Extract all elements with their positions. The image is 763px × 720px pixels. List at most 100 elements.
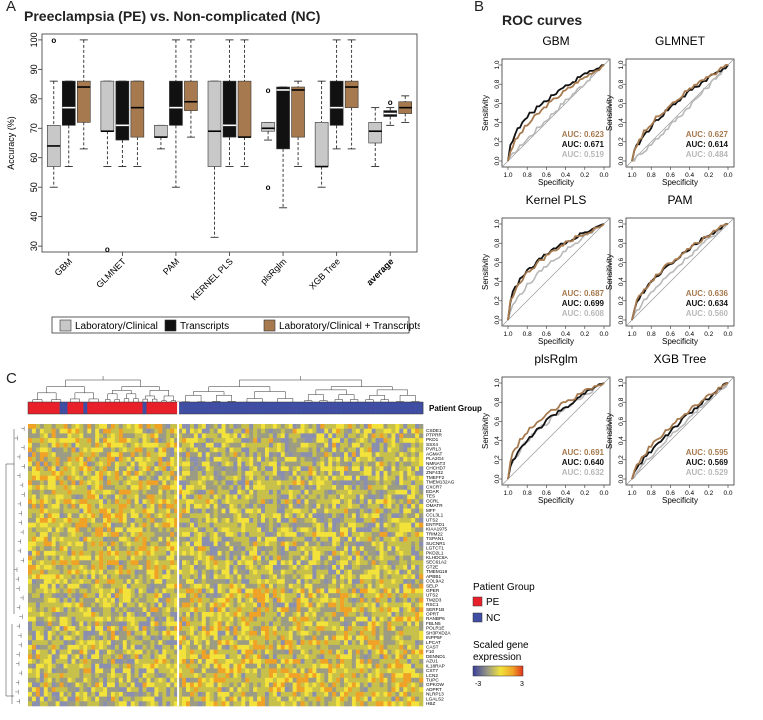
box-laboratory-clinical-transcripts [238, 81, 251, 137]
roc-y-tick-label: 1.0 [618, 378, 625, 387]
roc-x-axis-label: Specificity [538, 337, 574, 346]
box-laboratory-clinical-transcripts [292, 87, 305, 137]
roc-auc-label: AUC: 0.640 [562, 458, 605, 467]
roc-auc-label: AUC: 0.569 [686, 458, 729, 467]
roc-auc-label: AUC: 0.636 [686, 289, 729, 298]
x-tick-label: GBM [53, 256, 75, 278]
roc-auc-label: AUC: 0.614 [686, 140, 729, 149]
roc-title: Kernel PLS [526, 193, 587, 207]
roc-y-tick-label: 0.0 [618, 474, 625, 483]
roc-x-tick-label: 0.0 [723, 490, 732, 497]
roc-auc-label: AUC: 0.627 [686, 130, 729, 139]
box-transcripts [330, 81, 343, 125]
y-tick-label: 100 [29, 32, 39, 47]
x-tick-label: KERNEL PLS [189, 256, 235, 302]
roc-x-tick-label: 0.8 [647, 490, 656, 497]
roc-y-axis-label: Sensitivity [605, 95, 614, 131]
roc-x-tick-label: 0.0 [599, 331, 608, 338]
roc-auc-label: AUC: 0.699 [562, 299, 605, 308]
roc-y-tick-label: 0.4 [618, 436, 625, 445]
legend-pe-swatch [473, 597, 482, 606]
roc-x-axis-label: Specificity [662, 178, 698, 187]
roc-x-tick-label: 0.0 [599, 172, 608, 179]
box-transcripts [62, 81, 75, 125]
legend-swatch [165, 320, 176, 331]
roc-auc-label: AUC: 0.560 [686, 309, 729, 318]
roc-y-tick-label: 0.0 [494, 315, 501, 324]
box-laboratory-clinical [208, 81, 221, 166]
roc-y-tick-label: 0.2 [618, 296, 625, 305]
box-laboratory-clinical [369, 122, 382, 143]
panel-b-letter: B [474, 0, 484, 15]
roc-y-tick-label: 1.0 [618, 219, 625, 228]
box-transcripts [116, 81, 129, 140]
roc-y-tick-label: 0.0 [618, 315, 625, 324]
box-transcripts [169, 81, 182, 125]
roc-y-axis-label: Sensitivity [605, 413, 614, 449]
box-outlier: o [51, 36, 56, 45]
x-tick-label: GLMNET [94, 256, 128, 290]
roc-y-tick-label: 0.8 [618, 238, 625, 247]
y-tick-label: 70 [29, 123, 39, 133]
roc-x-tick-label: 0.2 [580, 172, 589, 179]
scale-max: 3 [520, 681, 524, 688]
roc-y-tick-label: 0.8 [494, 79, 501, 88]
roc-x-tick-label: 1.0 [627, 490, 636, 497]
roc-y-tick-label: 0.4 [618, 118, 625, 127]
box-laboratory-clinical [262, 122, 275, 131]
roc-y-tick-label: 0.6 [618, 417, 625, 426]
roc-auc-label: AUC: 0.632 [562, 468, 605, 477]
x-tick-label: plsRglm [258, 256, 288, 286]
roc-y-tick-label: 0.8 [618, 79, 625, 88]
roc-auc-label: AUC: 0.691 [562, 448, 605, 457]
roc-x-tick-label: 0.2 [580, 490, 589, 497]
panel-a-title: Preeclampsia (PE) vs. Non-complicated (N… [24, 8, 320, 24]
roc-x-tick-label: 1.0 [627, 172, 636, 179]
roc-y-tick-label: 1.0 [494, 219, 501, 228]
heatmap-cells [28, 424, 423, 706]
color-scale-bar [473, 666, 523, 676]
roc-auc-label: AUC: 0.623 [562, 130, 605, 139]
roc-y-axis-label: Sensitivity [481, 95, 490, 131]
x-tick-label: average [364, 256, 395, 287]
roc-auc-label: AUC: 0.671 [562, 140, 605, 149]
roc-x-tick-label: 0.2 [704, 331, 713, 338]
y-tick-label: 30 [29, 241, 39, 251]
patient-group-bar [28, 402, 423, 414]
roc-x-tick-label: 1.0 [627, 331, 636, 338]
roc-y-tick-label: 0.8 [494, 238, 501, 247]
box-transcripts [277, 87, 290, 149]
roc-auc-label: AUC: 0.519 [562, 150, 605, 159]
roc-auc-label: AUC: 0.687 [562, 289, 605, 298]
roc-x-tick-label: 0.2 [580, 331, 589, 338]
roc-y-tick-label: 0.6 [618, 258, 625, 267]
legend-swatch [264, 320, 275, 331]
patient-group-legend-title: Patient Group [473, 582, 535, 593]
roc-x-tick-label: 0.8 [647, 331, 656, 338]
roc-y-tick-label: 0.4 [494, 277, 501, 286]
roc-y-axis-label: Sensitivity [481, 254, 490, 290]
legend-swatch [60, 320, 71, 331]
box-laboratory-clinical-transcripts [184, 81, 197, 110]
roc-auc-label: AUC: 0.634 [686, 299, 729, 308]
legend-nc-label: NC [486, 613, 500, 624]
x-tick-label: XGB Tree [307, 256, 342, 291]
roc-x-tick-label: 1.0 [503, 172, 512, 179]
roc-y-tick-label: 0.6 [618, 99, 625, 108]
gene-label: HBZ [426, 701, 436, 706]
roc-y-axis-label: Sensitivity [605, 254, 614, 290]
legend-label: Laboratory/Clinical [75, 321, 158, 332]
box-outlier: o [266, 183, 271, 192]
y-tick-label: 90 [29, 64, 39, 74]
roc-x-tick-label: 0.8 [647, 172, 656, 179]
roc-x-axis-label: Specificity [538, 178, 574, 187]
roc-x-tick-label: 0.2 [704, 490, 713, 497]
box-outlier: o [105, 245, 110, 254]
roc-title: XGB Tree [654, 352, 707, 366]
box-laboratory-clinical [315, 122, 328, 166]
box-laboratory-clinical-transcripts [345, 81, 358, 108]
